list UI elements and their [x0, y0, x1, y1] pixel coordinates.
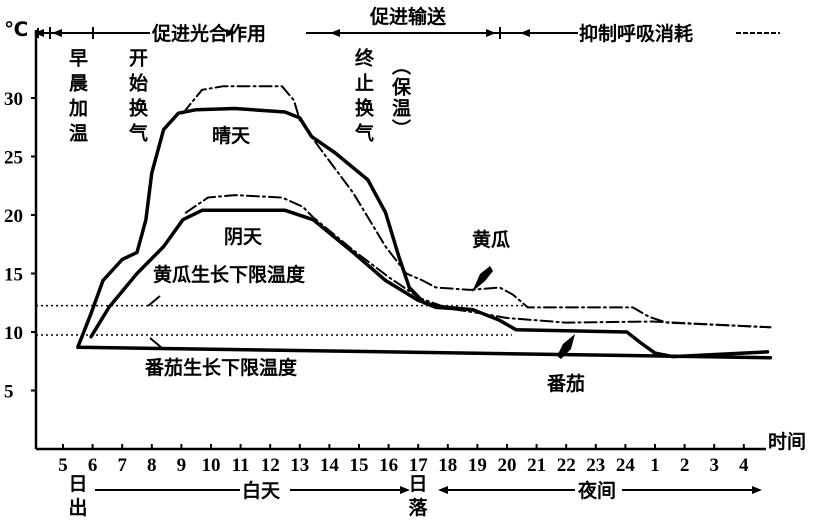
label-morning-heating: 早晨加温 [66, 48, 88, 148]
x-tick-label: 2 [680, 455, 690, 476]
svg-text:落: 落 [408, 496, 428, 519]
x-tick-label: 7 [117, 455, 127, 476]
x-tick-label: 8 [147, 455, 157, 476]
series-tomato-sunny [76, 106, 773, 360]
label-sunset: 日落 [408, 473, 428, 519]
x-tick-label: 5 [58, 455, 68, 476]
x-tick-label: 13 [290, 455, 309, 476]
x-tick-label: 12 [261, 455, 280, 476]
x-tick-label: 4 [739, 455, 749, 476]
series-lines [76, 85, 773, 360]
label-tomato-threshold: 番茄生长下限温度 [144, 356, 298, 379]
x-tick-label: 17 [409, 455, 429, 476]
phase-transport: 促进输送 [369, 5, 447, 28]
svg-text:出: 出 [68, 496, 87, 519]
cucumber-pointer-arrow [472, 266, 493, 292]
x-tick-label: 15 [350, 455, 369, 476]
label-keep-warm: （保温） [389, 56, 411, 140]
label-tomato: 番茄 [546, 372, 585, 395]
x-tick-label: 6 [88, 455, 98, 476]
cucumber-threshold-pointer [147, 295, 161, 307]
x-axis-label: 时间 [768, 431, 806, 453]
label-day: 白天 [242, 479, 281, 502]
label-cucumber: 黄瓜 [472, 228, 510, 251]
x-tick-label: 14 [320, 455, 340, 476]
x-tick-label: 22 [557, 455, 576, 476]
top-phase-band: 促进光合作用 促进输送 抑制呼吸消耗 [34, 5, 780, 45]
svg-text:日: 日 [408, 473, 427, 495]
label-sunrise: 日出 [68, 473, 87, 519]
y-unit: ℃ [4, 17, 28, 41]
series-cucumber-cloudy [184, 194, 772, 329]
x-tick-label: 3 [709, 455, 719, 476]
x-tick-label: 9 [177, 455, 187, 476]
label-sunny: 晴天 [212, 124, 251, 147]
x-tick-label: 21 [527, 455, 546, 476]
x-tick-label: 24 [616, 455, 636, 476]
bottom-phase-band: 白天 夜间 [95, 479, 762, 502]
y-tick-label: 25 [4, 148, 23, 169]
x-tick-label: 10 [202, 455, 221, 476]
y-tick-label: 15 [4, 265, 23, 286]
y-tick-label: 5 [4, 382, 14, 403]
phase-photosynthesis: 促进光合作用 [151, 22, 266, 45]
x-tick-label: 16 [379, 455, 398, 476]
x-tick-label: 19 [468, 455, 487, 476]
x-tick-label: 23 [586, 455, 605, 476]
y-tick-label: 10 [4, 323, 23, 344]
tomato-pointer-arrow [557, 334, 575, 359]
x-tick-label: 11 [232, 455, 250, 476]
x-tick-label: 1 [650, 455, 660, 476]
x-tick-label: 18 [438, 455, 457, 476]
y-tick-label: 20 [4, 206, 23, 227]
label-cucumber-threshold: 黄瓜生长下限温度 [153, 263, 306, 286]
svg-text:日: 日 [68, 473, 87, 495]
tomato-threshold-pointer [149, 337, 163, 349]
label-night: 夜间 [577, 479, 616, 502]
phase-suppress-respiration: 抑制呼吸消耗 [579, 22, 693, 45]
y-tick-label: 30 [4, 89, 23, 110]
label-cloudy: 阴天 [224, 226, 263, 248]
label-stop-ventilation: 终止换气 [352, 48, 374, 148]
series-cucumber-sunny [181, 85, 772, 329]
series-tomato-cloudy [89, 208, 475, 339]
x-tick-label: 20 [498, 455, 517, 476]
label-start-ventilation: 开始换气 [126, 48, 148, 148]
